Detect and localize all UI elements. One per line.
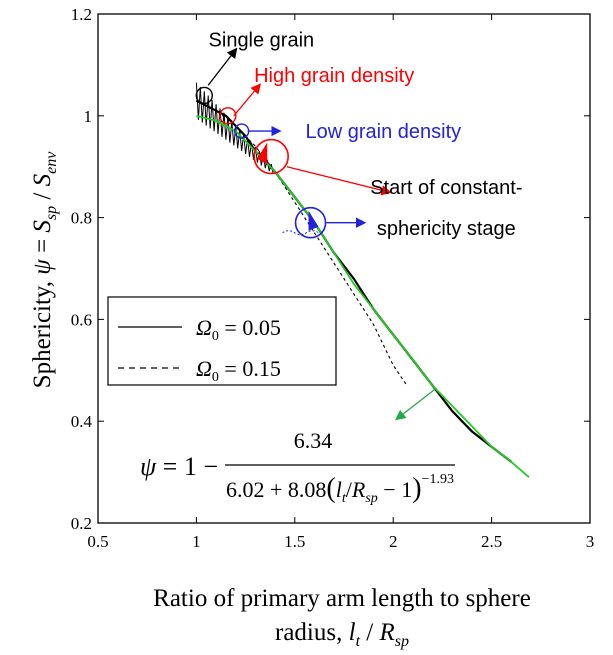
annotation-low: Low grain density <box>306 121 462 143</box>
legend-box <box>107 296 337 386</box>
y-tick-label: 0.8 <box>71 209 92 228</box>
start-red-arrow <box>286 166 392 196</box>
high-density-arrow <box>233 83 262 117</box>
fit-equation: ψ = 1 − 6.34 6.02 + 8.08(lt/Rsp − 1)−1.9… <box>140 428 455 506</box>
equation-numerator: 6.34 <box>294 428 333 453</box>
x-axis-label-line1: Ratio of primary arm length to sphere <box>153 585 531 612</box>
high-density-marker <box>219 107 237 125</box>
x-tick-label: 2 <box>389 532 398 551</box>
single-grain-marker <box>195 86 213 105</box>
x-tick-label: 1.5 <box>284 532 305 551</box>
single-grain-arrow <box>207 47 238 86</box>
equation-denominator: 6.02 + 8.08(lt/Rsp − 1)−1.93 <box>226 472 454 506</box>
y-tick-label: 0.2 <box>71 514 92 533</box>
annotation-start2: sphericity stage <box>377 218 516 240</box>
annotation-start1: Start of constant- <box>370 177 522 199</box>
fit-arrow <box>395 387 437 421</box>
x-tick-label: 0.5 <box>87 532 108 551</box>
y-tick-label: 1 <box>84 107 93 126</box>
annotation-high: High grain density <box>254 65 414 87</box>
y-axis-label: Sphericity, ψ = Ssp / Senv <box>29 151 60 389</box>
start-red-wedge <box>257 142 268 165</box>
x-tick-label: 2.5 <box>481 532 502 551</box>
equation-lhs: ψ = 1 − <box>140 452 218 481</box>
y-tick-label: 1.2 <box>71 5 92 24</box>
annotation-layer: Single grain High grain density Low grain … <box>195 29 522 421</box>
x-axis-label-line2: radius, lt / Rsp <box>275 619 409 650</box>
x-axis: 0.5 1 1.5 2 2.5 3 <box>87 14 594 551</box>
legend-label-0: Ω0 = 0.05 <box>196 315 281 344</box>
x-tick-label: 3 <box>586 532 595 551</box>
series-line-2 <box>196 114 530 478</box>
plot-area <box>97 13 591 524</box>
annotation-single: Single grain <box>209 29 315 51</box>
y-tick-label: 0.4 <box>71 412 93 431</box>
start-red-circle <box>253 138 289 175</box>
start-blue-wedge <box>308 210 319 231</box>
legend: Ω0 = 0.05 Ω0 = 0.15 <box>107 296 337 386</box>
legend-label-1: Ω0 = 0.15 <box>196 356 281 385</box>
y-tick-label: 0.6 <box>71 310 92 329</box>
series-line-0 <box>195 99 512 463</box>
series-line-1 <box>196 100 408 386</box>
x-tick-label: 1 <box>192 532 201 551</box>
start-blue-circle <box>294 206 327 239</box>
y-axis: 0.2 0.4 0.6 0.8 1 1.2 <box>71 5 590 533</box>
